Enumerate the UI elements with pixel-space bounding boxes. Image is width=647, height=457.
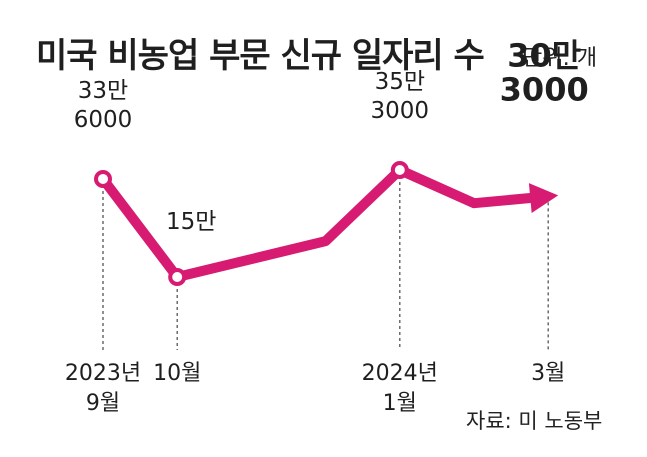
source-note: 자료: 미 노동부 [466, 409, 603, 433]
data-label: 3000 [500, 70, 589, 108]
x-tick-label: 2023년 [65, 361, 141, 386]
data-point [390, 161, 409, 179]
data-label: 33만 [78, 78, 128, 104]
data-point [94, 169, 112, 188]
x-tick-label: 1월 [383, 391, 417, 416]
data-label: 3000 [371, 98, 430, 124]
series-arrowhead [528, 183, 559, 213]
x-tick-label: 9월 [86, 391, 120, 416]
data-label: 35만 [375, 69, 425, 95]
unit-label: 단위: 개 [522, 46, 598, 71]
data-label: 30만 [507, 36, 581, 74]
data-label: 6000 [74, 107, 133, 133]
chart-title: 미국 비농업 부문 신규 일자리 수 [36, 36, 485, 76]
data-point [168, 268, 187, 286]
x-tick-label: 3월 [531, 361, 565, 386]
x-tick-label: 2024년 [362, 361, 438, 386]
x-tick-label: 10월 [153, 361, 201, 386]
series-line [98, 165, 536, 282]
data-label: 15만 [166, 209, 216, 235]
